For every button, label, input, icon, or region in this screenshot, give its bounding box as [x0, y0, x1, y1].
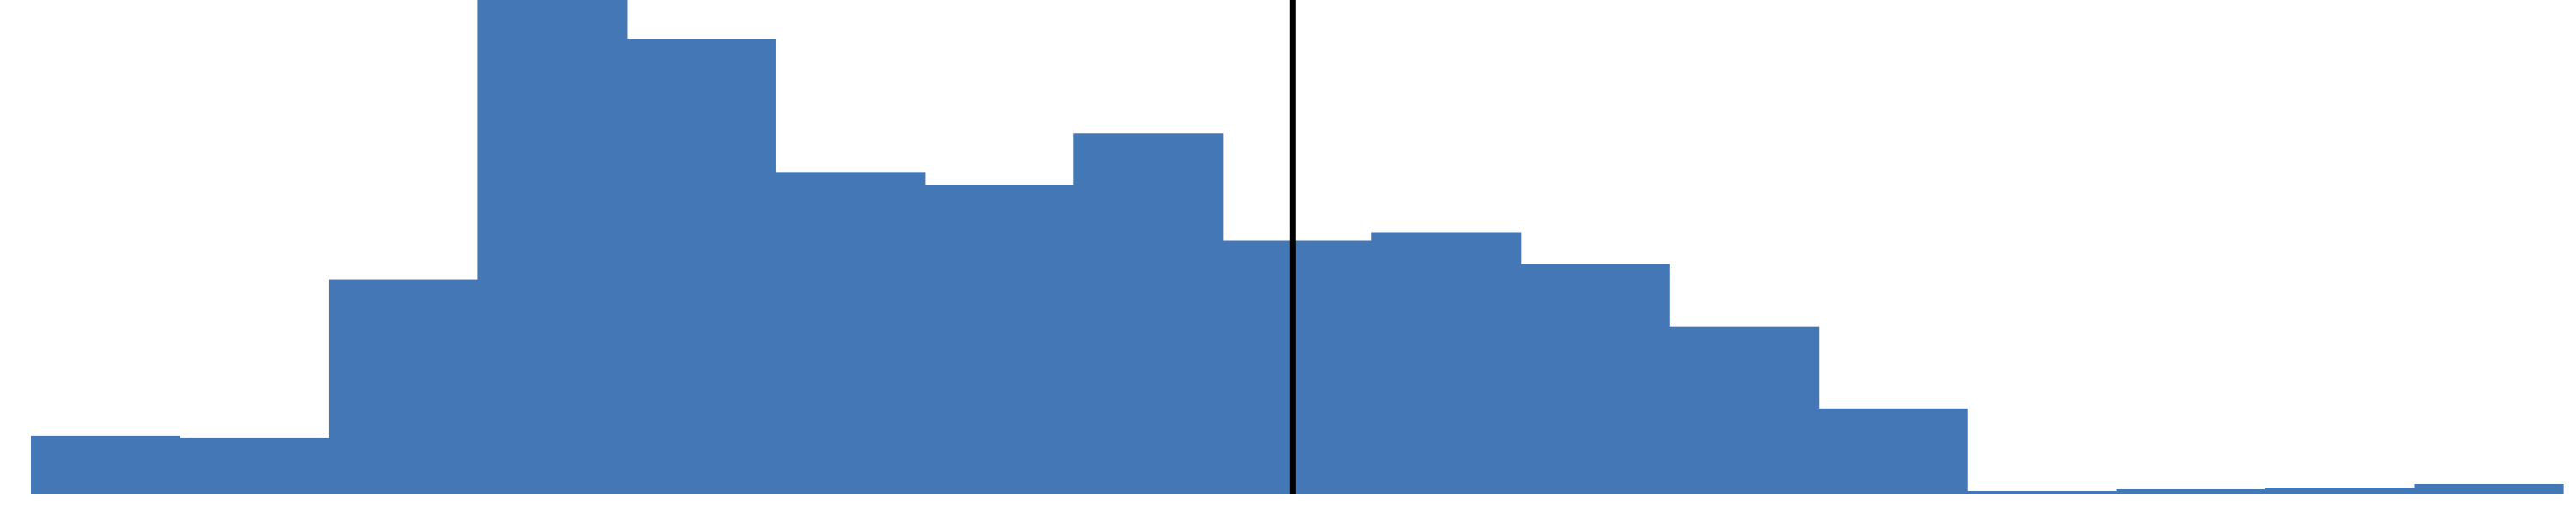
histogram-bar: [2116, 488, 2266, 494]
histogram-bar: [179, 437, 330, 494]
histogram-bar: [626, 39, 776, 494]
histogram-bar: [477, 0, 628, 494]
histogram-bar: [924, 185, 1074, 494]
histogram-bar: [1222, 240, 1372, 494]
histogram-bar: [31, 435, 181, 494]
histogram-bar: [1967, 490, 2117, 494]
histogram-bar: [1520, 264, 1670, 494]
histogram-bar: [1073, 133, 1224, 494]
histogram-bar: [1669, 326, 1820, 494]
histogram-bar: [2414, 483, 2564, 494]
histogram-bar: [775, 172, 926, 494]
histogram-bar: [2265, 487, 2415, 494]
histogram-bars: [31, 0, 2564, 494]
histogram-bar: [1371, 232, 1522, 494]
histogram-bar: [1818, 408, 1968, 494]
histogram-bar: [328, 279, 479, 494]
